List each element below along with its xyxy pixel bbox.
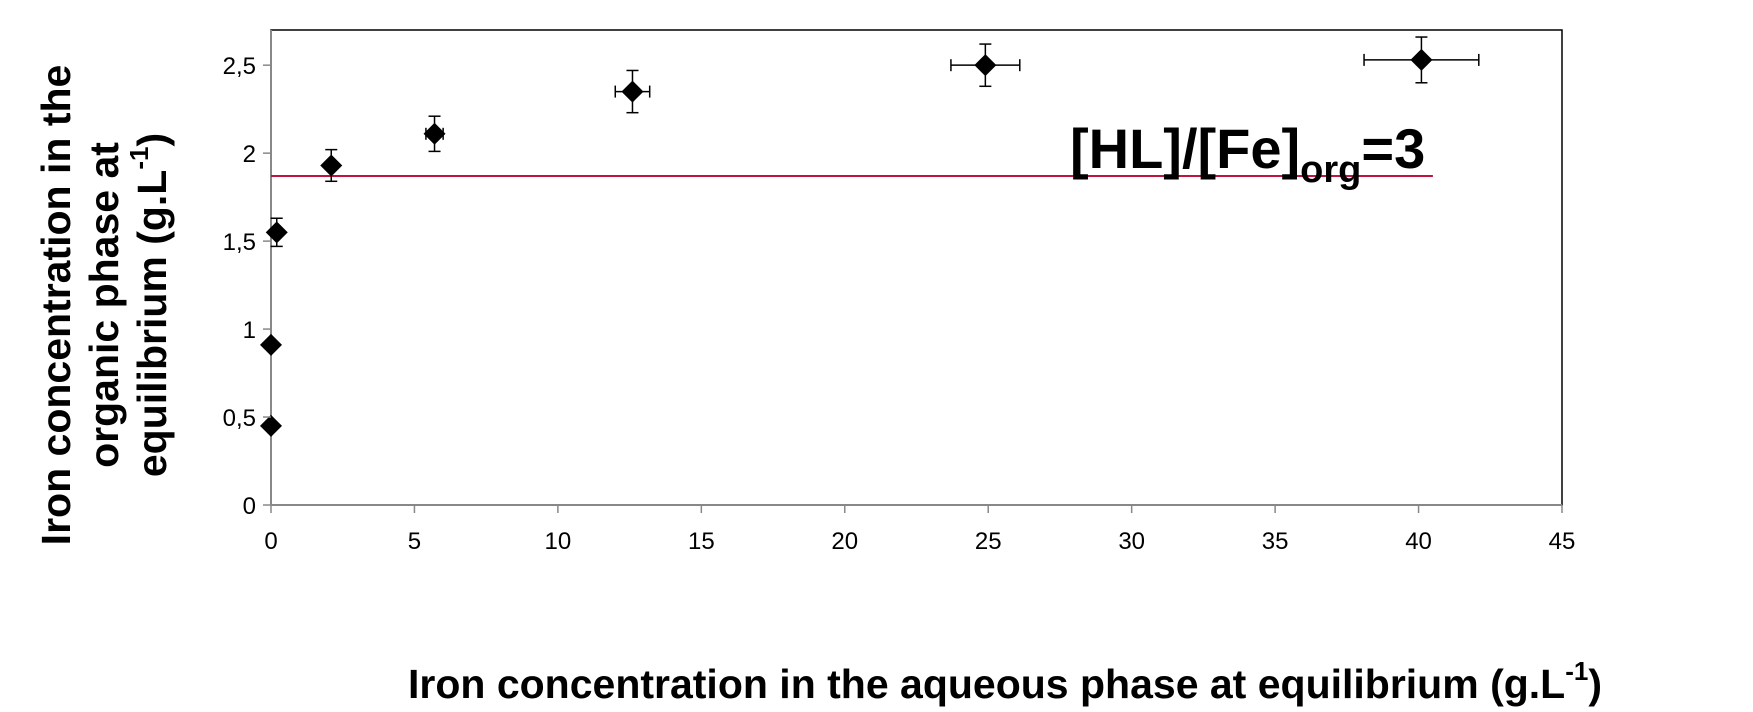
x-axis-title-end: ) — [1588, 661, 1602, 707]
x-tick-label: 15 — [688, 528, 715, 555]
x-axis-title: Iron concentration in the aqueous phase … — [408, 656, 1602, 707]
y-axis-title-line-3: equilibrium (g.L-1) — [124, 133, 175, 477]
y-axis-ticks: 0 0,5 1 1,5 2 2,5 — [223, 53, 271, 520]
x-tick-label: 40 — [1405, 528, 1432, 555]
x-tick-label: 25 — [975, 528, 1002, 555]
y-axis-title-line-2-text: organic phase at — [81, 142, 127, 468]
data-point-diamond — [974, 54, 997, 77]
data-point-diamond — [621, 80, 644, 103]
y-tick-label: 2,5 — [223, 53, 256, 80]
x-tick-label: 0 — [264, 528, 277, 555]
x-axis-title-text: Iron concentration in the aqueous phase … — [408, 661, 1565, 707]
x-axis-ticks: 0 5 10 15 20 25 30 35 40 45 — [264, 505, 1575, 555]
y-tick-label: 1 — [243, 317, 256, 344]
data-point-diamond — [265, 221, 288, 244]
y-axis-title-line-2: organic phase at — [81, 142, 127, 468]
y-tick-label: 0,5 — [223, 405, 256, 432]
y-axis-title-line-1-text: Iron concentration in the — [33, 65, 79, 546]
x-tick-label: 35 — [1262, 528, 1289, 555]
x-tick-label: 10 — [545, 528, 572, 555]
x-axis-title-sup: -1 — [1565, 656, 1588, 686]
x-tick-label: 5 — [408, 528, 421, 555]
data-point-diamond — [423, 122, 446, 145]
annotation-end: =3 — [1361, 117, 1425, 180]
y-axis-title-sup: -1 — [124, 147, 154, 170]
data-point-diamond — [260, 333, 282, 356]
y-axis-title: Iron concentration in the organic phase … — [33, 65, 175, 546]
data-point-diamond — [320, 154, 343, 177]
y-axis-title-line-3-text: equilibrium (g.L — [129, 170, 175, 477]
x-tick-label: 20 — [831, 528, 858, 555]
y-tick-label: 2 — [243, 141, 256, 168]
x-tick-label: 30 — [1118, 528, 1145, 555]
plot-area — [270, 29, 1563, 506]
y-tick-label: 1,5 — [223, 229, 256, 256]
annotation-subscript: org — [1300, 149, 1361, 191]
data-points-group — [260, 48, 1433, 437]
data-point-diamond — [1410, 48, 1433, 71]
y-axis-title-line-1: Iron concentration in the — [33, 65, 79, 546]
y-axis-title-end: ) — [129, 133, 175, 147]
x-tick-label: 45 — [1549, 528, 1576, 555]
annotation-main: [HL]/[Fe] — [1070, 117, 1300, 180]
data-point-diamond — [260, 414, 282, 437]
plot-frame — [270, 29, 1563, 506]
ratio-annotation: [HL]/[Fe]org=3 — [1070, 117, 1425, 191]
y-tick-label: 0 — [243, 493, 256, 520]
